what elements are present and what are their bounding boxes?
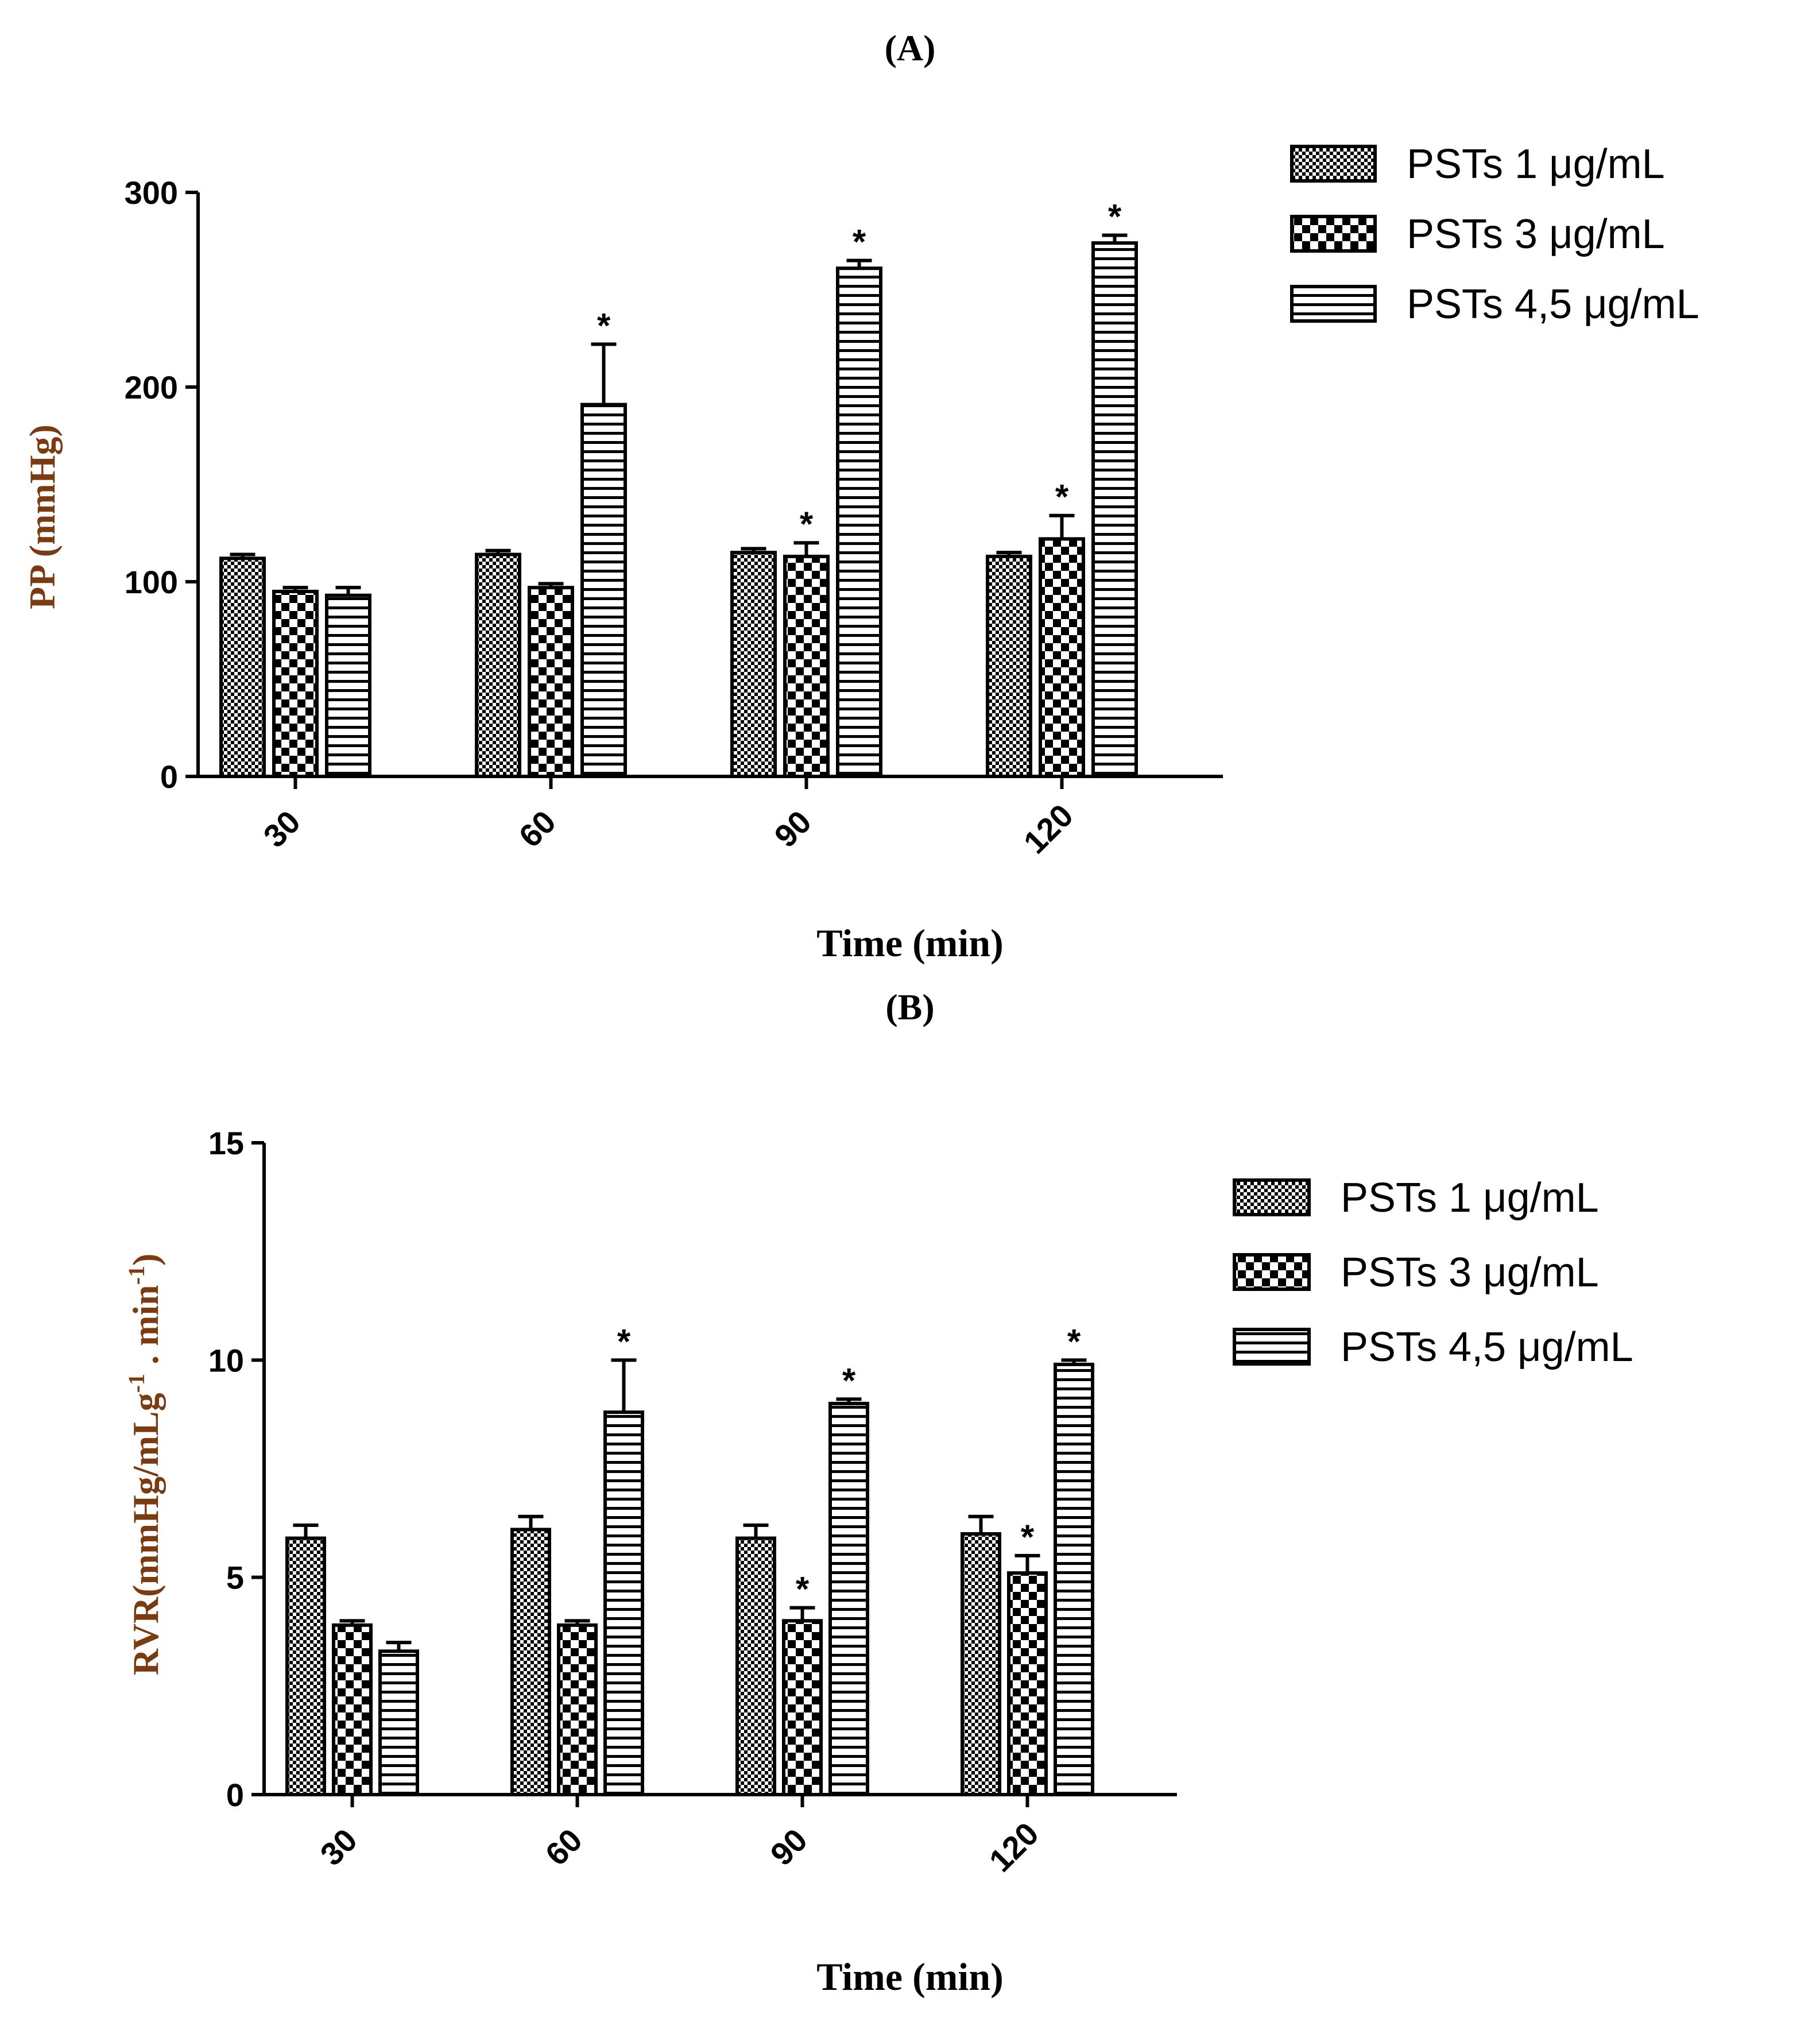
bar	[378, 1649, 419, 1797]
significance-marker: *	[1108, 198, 1122, 236]
x-axis-title-a: Time (min)	[816, 921, 1004, 965]
bar	[828, 1402, 869, 1796]
bar	[219, 556, 266, 778]
bar	[325, 593, 371, 778]
y-tick-label: 100	[125, 564, 178, 600]
bar	[1007, 1571, 1048, 1797]
x-tick-label: 90	[763, 1822, 814, 1873]
y-tick-label: 300	[125, 175, 178, 211]
y-tick-label: 10	[208, 1342, 244, 1378]
bar	[1054, 1362, 1094, 1796]
y-title-b-suffix: )	[125, 1254, 166, 1266]
y-axis-title-a: PP (mmHg)	[22, 424, 63, 609]
legend-swatch	[1233, 1253, 1311, 1291]
plot-a: 0 100 200 300 30 60 * 90 * * 120 * * PSTs 1 μg/mL PSTs…	[125, 141, 1699, 861]
legend-label: PSTs 3 μg/mL	[1407, 211, 1665, 257]
plot-b: 0 5 10 15 30 60 * 90 * * 120 * * PSTs 1 μg/mL PSTs 3 μ…	[208, 1125, 1633, 1879]
legend-label: PSTs 1 μg/mL	[1341, 1175, 1599, 1221]
bar	[986, 554, 1032, 778]
panel-label-a: (A)	[885, 28, 936, 68]
legend-swatch	[1233, 1328, 1311, 1366]
panel-a: (A) 0 100 200 300 30 60 * 90 * * 120 * * PSTs 1 μg/mL…	[22, 28, 1699, 965]
significance-marker: *	[853, 223, 866, 261]
bar	[528, 586, 574, 778]
bar	[782, 1619, 823, 1796]
bar	[1039, 537, 1085, 778]
x-tick-label: 90	[767, 803, 818, 855]
y-tick-label: 0	[226, 1777, 244, 1813]
bar	[272, 589, 319, 778]
legend-label: PSTs 4,5 μg/mL	[1407, 281, 1699, 327]
legend-label: PSTs 3 μg/mL	[1341, 1250, 1599, 1296]
bar	[1091, 241, 1138, 778]
bar	[735, 1536, 776, 1796]
y-axis-title-b: RVR(mmHg/mLg-1 . min-1)	[123, 1254, 166, 1676]
bar	[475, 552, 521, 778]
panel-label-b: (B)	[885, 987, 934, 1027]
y-tick-label: 200	[125, 369, 178, 405]
legend-label: PSTs 1 μg/mL	[1407, 141, 1665, 187]
panel-b: (B) 0 5 10 15 30 60 * 90 * * 120 * * PSTs 1 μg/mL PSTs…	[123, 987, 1633, 1998]
x-tick-label: 120	[982, 1815, 1045, 1879]
legend-label: PSTs 4,5 μg/mL	[1341, 1324, 1633, 1370]
x-tick-label: 30	[313, 1822, 364, 1873]
bar	[285, 1536, 326, 1796]
x-tick-label: 30	[256, 803, 307, 855]
bar	[730, 551, 777, 779]
y-tick-label: 5	[226, 1560, 244, 1596]
bar	[557, 1623, 598, 1796]
significance-marker: *	[617, 1322, 631, 1360]
significance-marker: *	[1055, 478, 1069, 516]
significance-marker: *	[597, 306, 611, 345]
bar	[510, 1528, 551, 1797]
bar	[961, 1532, 1001, 1796]
x-tick-label: 60	[538, 1822, 589, 1873]
significance-marker: *	[1021, 1518, 1035, 1556]
legend-swatch	[1290, 285, 1377, 323]
y-title-b-sup1: -1	[123, 1374, 149, 1393]
y-title-b-middle: . min	[125, 1285, 166, 1374]
y-title-b-sup2: -1	[123, 1266, 149, 1285]
significance-marker: *	[842, 1361, 856, 1400]
bar	[603, 1410, 644, 1796]
x-tick-label: 120	[1016, 797, 1080, 861]
y-tick-label: 0	[160, 759, 178, 795]
legend-swatch	[1290, 215, 1377, 253]
bar	[580, 403, 627, 778]
legend-swatch	[1290, 145, 1377, 183]
bar	[783, 554, 830, 778]
significance-marker: *	[800, 505, 814, 543]
significance-marker: *	[796, 1570, 810, 1609]
x-axis-title-b: Time (min)	[816, 1955, 1004, 1998]
bar	[836, 266, 882, 778]
significance-marker: *	[1067, 1322, 1081, 1360]
bar	[332, 1623, 373, 1796]
y-title-b-prefix: RVR(mmHg/mLg	[125, 1393, 166, 1675]
x-tick-label: 60	[512, 803, 563, 855]
legend-swatch	[1233, 1178, 1311, 1216]
y-tick-label: 15	[208, 1125, 244, 1161]
